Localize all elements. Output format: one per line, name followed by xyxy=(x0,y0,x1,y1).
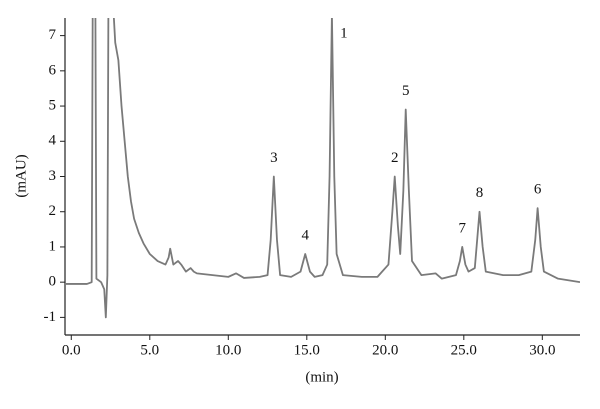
y-tick-label: 2 xyxy=(49,203,57,219)
peak-label: 2 xyxy=(391,150,399,166)
x-tick-label: 10.0 xyxy=(215,342,241,358)
y-axis-label: (mAU) xyxy=(13,154,29,197)
x-tick-label: 20.0 xyxy=(372,342,398,358)
y-tick-label: 7 xyxy=(49,27,57,43)
x-tick-label: 0.0 xyxy=(62,342,81,358)
peak-label: 7 xyxy=(458,220,466,236)
peak-label: 5 xyxy=(402,83,410,99)
peak-label: 4 xyxy=(301,227,309,243)
y-tick-label: -1 xyxy=(44,309,57,325)
x-tick-label: 15.0 xyxy=(294,342,320,358)
y-tick-label: 0 xyxy=(49,274,57,290)
x-tick-label: 5.0 xyxy=(140,342,159,358)
x-tick-label: 30.0 xyxy=(529,342,555,358)
y-tick-label: 3 xyxy=(49,168,57,184)
y-tick-label: 6 xyxy=(49,62,57,78)
peak-label: 6 xyxy=(534,182,542,198)
peak-label: 1 xyxy=(340,25,348,41)
y-tick-label: 4 xyxy=(49,133,57,149)
peak-label: 8 xyxy=(476,185,484,201)
y-tick-label: 5 xyxy=(49,97,57,113)
chromatogram-line xyxy=(65,18,580,319)
peak-label: 3 xyxy=(270,150,278,166)
x-axis-label: (min) xyxy=(305,369,338,385)
x-tick-label: 25.0 xyxy=(451,342,477,358)
y-tick-label: 1 xyxy=(49,238,57,254)
